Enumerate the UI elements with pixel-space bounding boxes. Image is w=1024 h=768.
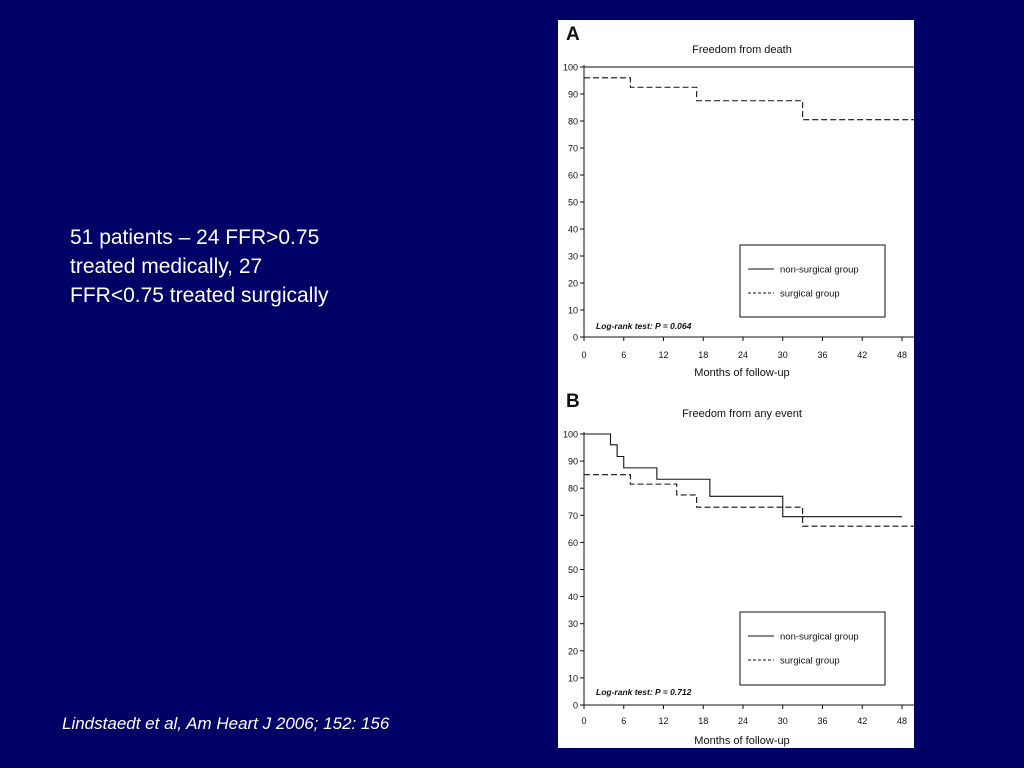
y-tick-label: 10 (568, 306, 578, 316)
legend-box (739, 611, 886, 686)
x-tick-label: 18 (698, 716, 708, 726)
x-tick-label: 18 (698, 350, 708, 360)
logrank-annotation: Log-rank test: P = 0.712 (596, 687, 692, 697)
y-tick-label: 70 (568, 511, 578, 521)
x-tick-label: 6 (621, 350, 626, 360)
series-line-surgical (584, 474, 914, 527)
y-tick-label: 100 (563, 430, 578, 440)
x-tick-label: 6 (621, 716, 626, 726)
series-line-surgical (584, 77, 914, 121)
y-tick-label: 20 (568, 279, 578, 289)
y-tick-label: 20 (568, 646, 578, 656)
chart-title: Freedom from any event (682, 408, 802, 420)
x-tick-label: 30 (778, 350, 788, 360)
slide-text-line: 51 patients – 24 FFR>0.75 (70, 226, 320, 249)
x-tick-label: 0 (581, 350, 586, 360)
y-tick-label: 30 (568, 619, 578, 629)
y-tick-label: 40 (568, 225, 578, 235)
legend-box (739, 244, 886, 318)
y-tick-label: 100 (563, 63, 578, 73)
x-tick-label: 24 (738, 350, 748, 360)
y-tick-label: 50 (568, 565, 578, 575)
x-tick-label: 42 (857, 350, 867, 360)
series-line-non-surgical (584, 433, 902, 518)
x-axis-label: Months of follow-up (694, 367, 789, 379)
legend-label: non-surgical group (780, 265, 859, 276)
figure-panel: A Freedom from death 0 10 20 30 40 50 60 70 80 90 10… (558, 20, 914, 748)
x-tick-label: 12 (658, 350, 668, 360)
y-tick-label: 0 (573, 701, 578, 711)
y-tick-label: 60 (568, 538, 578, 548)
y-tick-label: 80 (568, 117, 578, 127)
x-tick-label: 36 (817, 716, 827, 726)
x-tick-label: 12 (658, 716, 668, 726)
y-tick-label: 80 (568, 484, 578, 494)
slide-text-line: treated medically, 27 (70, 255, 263, 278)
x-tick-label: 0 (581, 716, 586, 726)
x-tick-label: 48 (897, 350, 907, 360)
legend-label: non-surgical group (780, 632, 859, 643)
x-tick-label: 42 (857, 716, 867, 726)
panel-letter: A (566, 24, 580, 45)
panel-letter: B (566, 391, 580, 412)
chart-title: Freedom from death (692, 44, 792, 56)
citation: Lindstaedt et al, Am Heart J 2006; 152: … (62, 714, 390, 733)
logrank-annotation: Log-rank test: P = 0.064 (596, 321, 692, 331)
y-tick-label: 70 (568, 144, 578, 154)
y-tick-label: 90 (568, 90, 578, 100)
x-tick-label: 48 (897, 716, 907, 726)
y-tick-label: 60 (568, 171, 578, 181)
y-tick-label: 0 (573, 333, 578, 343)
x-tick-label: 24 (738, 716, 748, 726)
legend-label: surgical group (780, 656, 840, 667)
y-tick-label: 90 (568, 457, 578, 467)
y-tick-label: 10 (568, 673, 578, 683)
x-tick-label: 36 (817, 350, 827, 360)
slide-body-text: 51 patients – 24 FFR>0.75 treated medica… (70, 223, 410, 310)
x-axis-label: Months of follow-up (694, 735, 789, 747)
y-tick-label: 40 (568, 592, 578, 602)
y-tick-label: 30 (568, 252, 578, 262)
x-tick-label: 30 (778, 716, 788, 726)
legend-label: surgical group (780, 289, 840, 300)
y-tick-label: 50 (568, 198, 578, 208)
slide-text-line: FFR<0.75 treated surgically (70, 284, 329, 307)
